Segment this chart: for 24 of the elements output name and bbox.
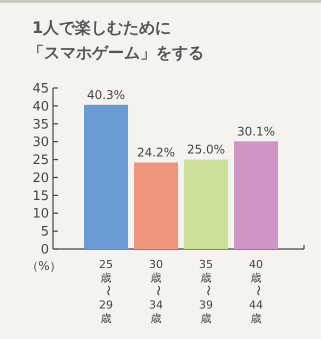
- bar: [234, 141, 278, 249]
- y-tick-label: 10: [32, 206, 49, 222]
- y-tick-label: 35: [32, 117, 49, 132]
- y-tick-label: 25: [32, 153, 49, 168]
- y-tick-label: 5: [40, 224, 49, 240]
- bar: [184, 160, 228, 249]
- chart-title: 1人で楽しむために「スマホゲーム」をする: [28, 18, 204, 62]
- data-label: 40.3%: [86, 88, 126, 102]
- y-axis-title: （%）: [26, 259, 62, 273]
- y-tick-label: 30: [32, 135, 49, 150]
- y-tick-label: 0: [40, 242, 49, 258]
- y-tick-label: 15: [32, 188, 49, 204]
- x-tick-label: 35歳〜39歳: [199, 258, 214, 325]
- bar: [84, 104, 128, 249]
- x-tick-label: 25歳〜29歳: [99, 258, 114, 325]
- y-tick-label: 40: [32, 99, 49, 114]
- y-tick-label: 20: [32, 170, 49, 186]
- x-tick-label: 40歳〜44歳: [249, 258, 264, 325]
- y-tick-label: 45: [32, 82, 49, 96]
- data-label: 24.2%: [136, 145, 176, 160]
- bar: [134, 162, 178, 249]
- data-label: 25.0%: [186, 142, 226, 157]
- data-label: 30.1%: [236, 124, 276, 138]
- x-tick-label: 30歳〜34歳: [149, 258, 164, 325]
